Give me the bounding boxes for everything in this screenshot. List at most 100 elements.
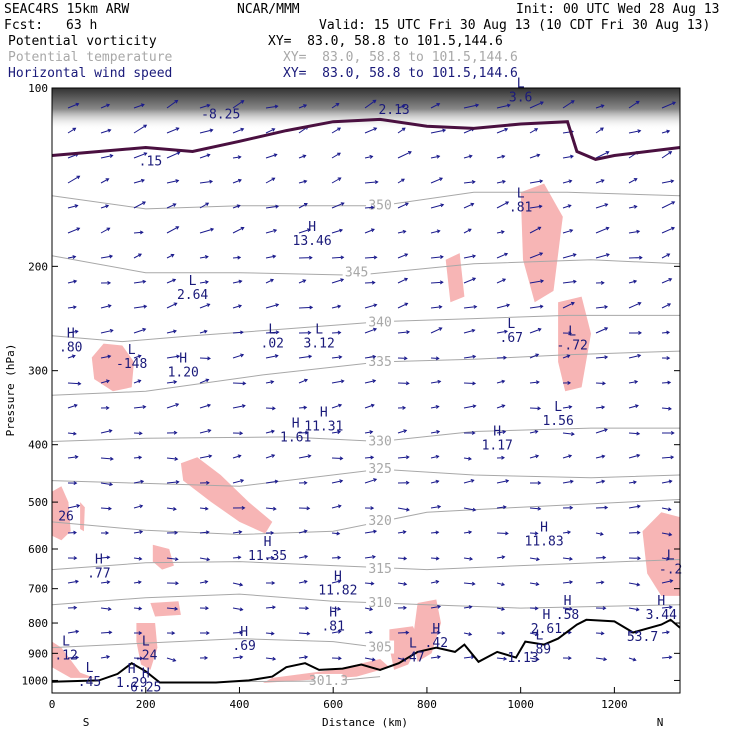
wind-vector	[430, 380, 441, 384]
wind-arrowhead	[105, 178, 110, 182]
wind-vector	[199, 404, 211, 409]
wind-vector	[595, 532, 603, 535]
wind-vector	[199, 581, 208, 584]
wind-arrowhead	[302, 279, 307, 283]
wind-arrowhead	[175, 581, 179, 586]
wind-arrowhead	[204, 655, 209, 660]
extremum-marker: H	[320, 406, 328, 421]
wind-vector	[331, 202, 344, 209]
wind-arrowhead	[401, 127, 406, 132]
wind-arrowhead	[601, 479, 606, 484]
theta-label: 345	[345, 266, 368, 281]
wind-vector	[529, 607, 538, 609]
y-tick-label: 600	[28, 543, 48, 556]
wind-vector	[133, 557, 142, 560]
wind-arrowhead	[401, 178, 405, 183]
wind-arrowhead	[569, 606, 573, 611]
wind-arrowhead	[569, 505, 574, 510]
wind-vector	[67, 456, 78, 459]
wind-arrowhead	[72, 127, 77, 132]
wind-vector	[628, 130, 641, 134]
wind-arrowhead	[303, 579, 308, 584]
wind-arrowhead	[372, 99, 377, 104]
wind-vector	[595, 455, 605, 459]
extremum-marker: H	[334, 570, 342, 585]
extremum-value: 11.82	[318, 584, 357, 599]
wind-vector	[661, 407, 672, 410]
wind-vector	[496, 506, 506, 509]
wind-vector	[265, 128, 275, 134]
wind-arrowhead	[240, 353, 245, 358]
pv-region	[152, 544, 174, 570]
wind-arrowhead	[537, 226, 542, 231]
wind-vector	[166, 151, 180, 159]
wind-vector	[463, 277, 476, 284]
theta-label-bg	[366, 561, 395, 575]
wind-arrowhead	[372, 379, 377, 384]
extremum-marker: H	[329, 606, 337, 621]
wind-arrowhead	[206, 103, 211, 108]
wind-arrowhead	[142, 404, 147, 409]
wind-arrowhead	[337, 152, 341, 157]
wind-vector	[298, 306, 313, 309]
wind-vector	[298, 632, 310, 635]
wind-vector	[265, 279, 274, 284]
wind-vector	[100, 482, 113, 486]
theta-label: 301.3	[309, 674, 348, 689]
wind-arrowhead	[240, 226, 245, 231]
extremum-marker: L	[667, 549, 675, 564]
wind-vector	[628, 481, 637, 484]
wind-arrowhead	[204, 580, 209, 584]
wind-arrowhead	[568, 405, 573, 409]
wind-vector	[562, 100, 575, 109]
wind-vector	[364, 380, 376, 384]
wind-arrowhead	[373, 255, 378, 260]
wind-arrowhead	[636, 530, 641, 535]
terrain-line	[51, 618, 681, 684]
wind-arrowhead	[203, 329, 208, 334]
wind-arrowhead	[633, 204, 638, 209]
wind-vector	[265, 154, 277, 159]
wind-vector	[496, 380, 505, 384]
wind-vector	[133, 280, 146, 284]
wind-vector	[463, 104, 479, 109]
wind-arrowhead	[602, 606, 607, 611]
wind-arrowhead	[638, 330, 642, 335]
wind-vector	[166, 457, 178, 460]
wind-vector	[628, 230, 640, 234]
theta-contour	[51, 499, 681, 536]
wind-arrowhead	[501, 154, 506, 159]
theta-label: 320	[368, 514, 391, 529]
wind-arrowhead	[209, 128, 214, 133]
extremum-value: .89	[528, 643, 551, 658]
wind-arrowhead	[107, 128, 112, 133]
wind-vector	[364, 456, 374, 459]
wind-arrowhead	[504, 329, 508, 334]
wind-vector	[430, 256, 443, 259]
wind-arrowhead	[636, 504, 641, 509]
wind-vector	[661, 557, 670, 560]
wind-vector	[232, 656, 243, 659]
wind-vector	[265, 304, 279, 309]
wind-arrowhead	[238, 304, 243, 309]
theta-label: 310	[368, 596, 391, 611]
wind-arrowhead	[73, 403, 78, 408]
wind-arrowhead	[634, 380, 639, 384]
wind-vector	[463, 306, 477, 309]
pv-region	[150, 601, 181, 617]
wind-vector	[166, 557, 178, 560]
extremum-marker: L	[268, 323, 276, 338]
wind-arrowhead	[668, 605, 673, 610]
wind-arrowhead	[175, 127, 180, 131]
wind-arrowhead	[308, 255, 313, 260]
wind-vector	[529, 582, 539, 585]
wind-vector	[298, 530, 307, 534]
wind-vector	[232, 531, 242, 534]
extremum-value: .69	[232, 639, 255, 654]
wind-arrowhead	[272, 506, 277, 511]
wind-arrowhead	[335, 102, 340, 107]
wind-vector	[529, 407, 541, 409]
wind-vector	[133, 305, 147, 309]
wind-arrowhead	[471, 430, 476, 435]
